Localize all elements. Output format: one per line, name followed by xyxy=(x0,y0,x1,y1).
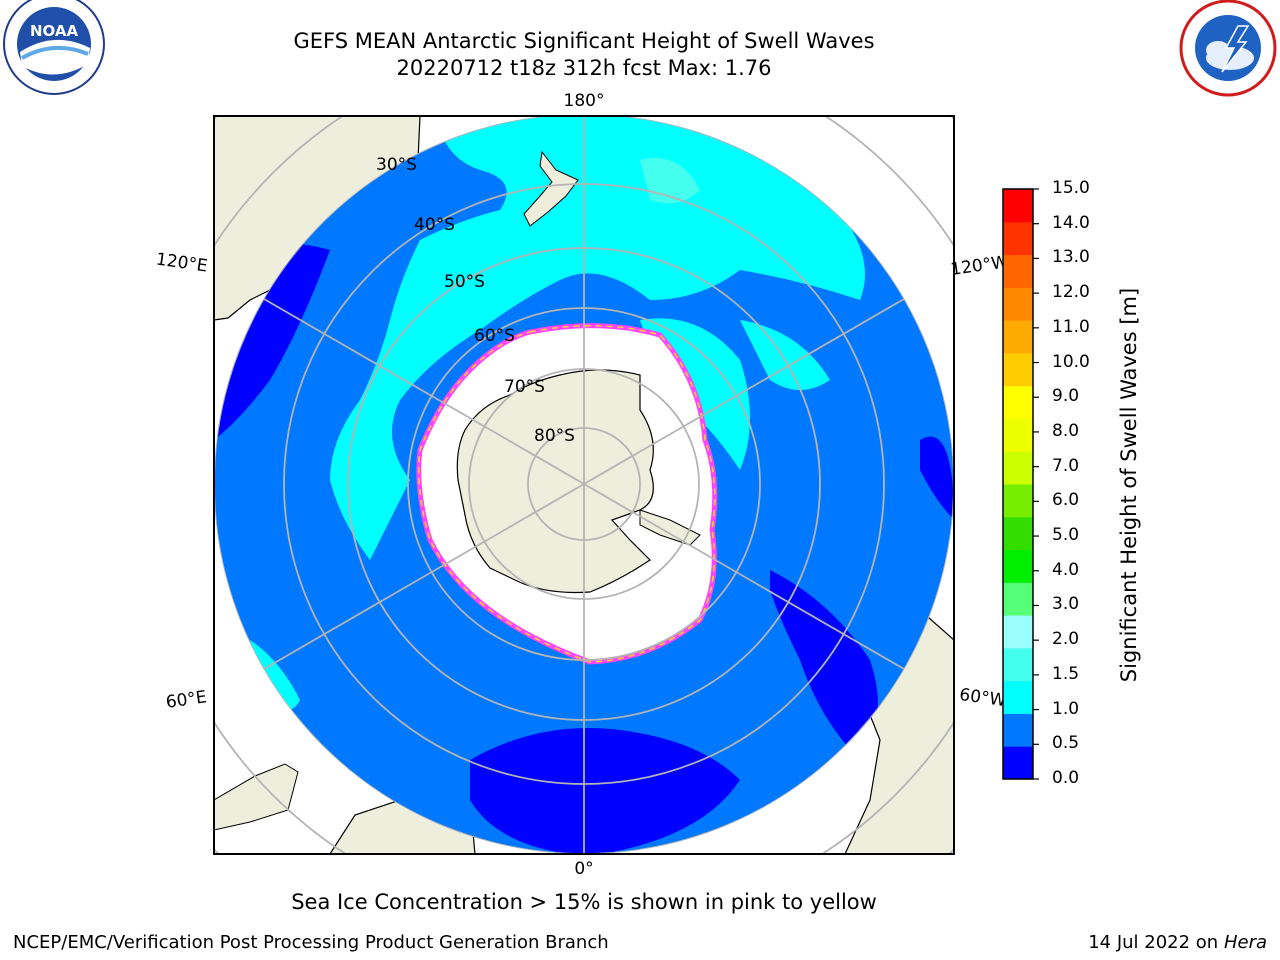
colorbar-segment xyxy=(1003,713,1033,747)
colorbar-segment xyxy=(1003,746,1033,780)
colorbar-tick-label: 5.0 xyxy=(1052,525,1080,546)
colorbar-segment xyxy=(1003,287,1033,321)
colorbar-tick-label: 14.0 xyxy=(1052,212,1090,233)
credit-right: 14 Jul 2022 on Hera xyxy=(1088,932,1267,953)
credit-date: 14 Jul 2022 on xyxy=(1088,932,1224,953)
colorbar-segment xyxy=(1003,484,1033,518)
colorbar xyxy=(1002,188,1039,780)
colorbar-tick-label: 3.0 xyxy=(1052,594,1080,615)
lon-label-120e: 120°E xyxy=(155,250,209,277)
colorbar-tick-label: 12.0 xyxy=(1052,282,1090,303)
credit-left: NCEP/EMC/Verification Post Processing Pr… xyxy=(13,932,609,953)
lat-label-40s: 40°S xyxy=(414,215,455,235)
map-frame-border xyxy=(213,115,955,855)
lon-label-60e: 60°E xyxy=(165,687,208,712)
colorbar-tick-label: 13.0 xyxy=(1052,247,1090,268)
colorbar-tick-label: 7.0 xyxy=(1052,455,1080,476)
colorbar-segment xyxy=(1003,221,1033,256)
colorbar-tick-label: 2.0 xyxy=(1052,629,1080,650)
sea-ice-footnote: Sea Ice Concentration > 15% is shown in … xyxy=(291,890,877,914)
lon-label-120w: 120°W xyxy=(949,252,1009,280)
colorbar-segment xyxy=(1003,680,1033,714)
colorbar-tick-label: 6.0 xyxy=(1052,490,1080,511)
colorbar-label: Significant Height of Swell Waves [m] xyxy=(1117,287,1141,683)
colorbar-tick-label: 15.0 xyxy=(1052,178,1090,198)
lat-label-70s: 70°S xyxy=(504,377,545,397)
new-zealand xyxy=(523,150,579,227)
lat-label-30s: 30°S xyxy=(376,155,417,175)
title-line-1: GEFS MEAN Antarctic Significant Height o… xyxy=(293,29,875,53)
colorbar-segment xyxy=(1003,451,1033,485)
colorbar-segment xyxy=(1003,352,1033,387)
lon-label-0: 0° xyxy=(574,859,593,879)
title-line-2: 20220712 t18z 312h fcst Max: 1.76 xyxy=(396,56,772,80)
lon-label-60w: 60°W xyxy=(958,685,1007,711)
graticule xyxy=(214,116,954,854)
colorbar-segment xyxy=(1003,647,1033,682)
colorbar-segment xyxy=(1003,549,1033,583)
colorbar-border xyxy=(1002,188,1034,780)
colorbar-tick-label: 4.0 xyxy=(1052,559,1080,580)
latitude-labels: 30°S 40°S 50°S 60°S 70°S 80°S xyxy=(376,155,575,446)
lon-label-180: 180° xyxy=(564,91,605,111)
colorbar-tick-label: 1.5 xyxy=(1052,663,1080,684)
nws-logo xyxy=(1179,0,1277,97)
colorbar-tick-label: 0.5 xyxy=(1052,733,1080,754)
noaa-logo-text: NOAA xyxy=(30,22,79,40)
noaa-logo: NOAA xyxy=(3,0,105,95)
colorbar-tick-label: 1.0 xyxy=(1052,698,1080,719)
colorbar-segment xyxy=(1003,385,1033,419)
colorbar-tick-label: 8.0 xyxy=(1052,420,1080,441)
colorbar-tick-label: 0.0 xyxy=(1052,768,1080,788)
credit-host: Hera xyxy=(1223,932,1267,953)
colorbar-segment xyxy=(1003,254,1033,288)
colorbar-segment xyxy=(1003,418,1033,452)
colorbar-segment xyxy=(1003,615,1033,649)
colorbar-segment xyxy=(1003,320,1033,354)
colorbar-segment xyxy=(1003,189,1033,223)
colorbar-tick-label: 11.0 xyxy=(1052,316,1090,337)
lat-label-50s: 50°S xyxy=(444,272,485,292)
longitude-labels: 180° 0° 120°E 120°W 60°E 60°W xyxy=(155,91,1010,879)
colorbar-segment xyxy=(1003,582,1033,616)
colorbar-tick-label: 9.0 xyxy=(1052,386,1080,407)
lat-label-60s: 60°S xyxy=(474,326,515,346)
colorbar-segment xyxy=(1003,516,1033,551)
colorbar-tick-label: 10.0 xyxy=(1052,351,1090,372)
lat-label-80s: 80°S xyxy=(534,426,575,446)
